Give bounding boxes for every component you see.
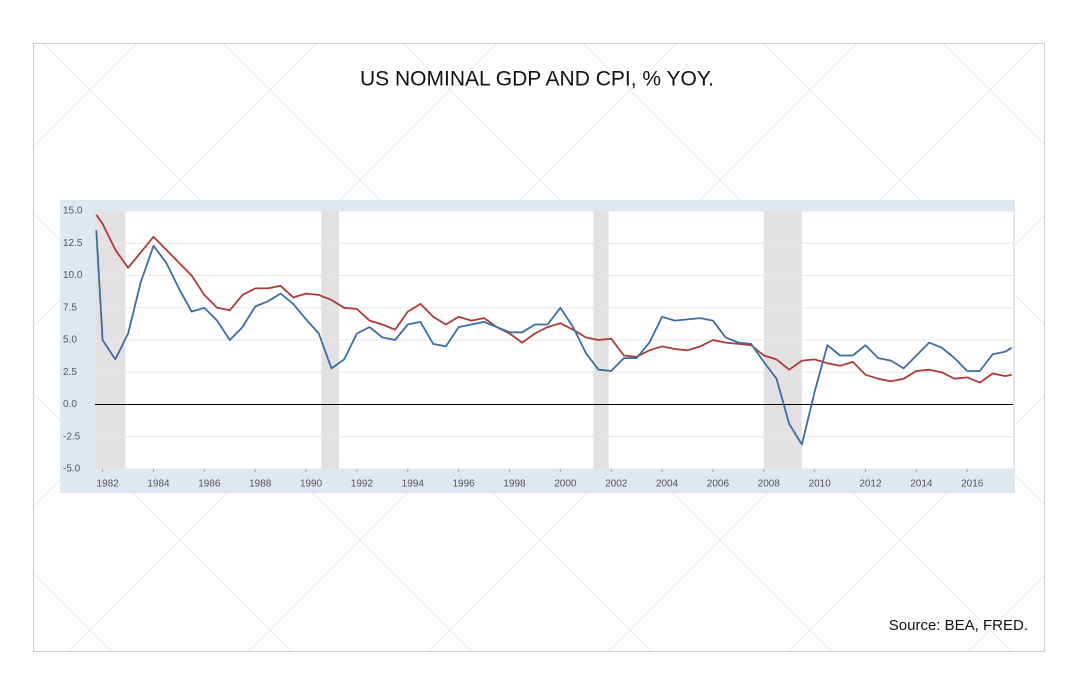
y-tick-label: 5.0: [63, 335, 77, 346]
x-tick-label: 1984: [147, 479, 170, 490]
x-tick-label: 2006: [707, 479, 730, 490]
y-tick-label: 7.5: [63, 302, 77, 313]
x-tick-label: 1996: [453, 479, 476, 490]
x-tick-label: 2002: [605, 479, 628, 490]
x-tick-label: 1998: [503, 479, 526, 490]
y-tick-label: 0.0: [63, 399, 77, 410]
x-tick-label: 1994: [402, 479, 425, 490]
y-tick-label: -2.5: [63, 431, 81, 442]
x-tick-label: 1982: [97, 479, 120, 490]
x-tick-label: 1988: [249, 479, 272, 490]
x-tick-label: 1986: [198, 479, 221, 490]
x-tick-label: 1990: [300, 479, 323, 490]
x-tick-label: 2012: [859, 479, 882, 490]
source-note: Source: BEA, FRED.: [889, 617, 1028, 634]
chart-title: US NOMINAL GDP AND CPI, % YOY.: [360, 68, 714, 91]
x-tick-label: 2016: [961, 479, 984, 490]
y-tick-label: -5.0: [63, 464, 81, 475]
x-tick-label: 2000: [554, 479, 577, 490]
x-tick-label: 2010: [809, 479, 832, 490]
x-tick-label: 2004: [656, 479, 679, 490]
data-line: [95, 214, 1012, 384]
plot-layer: [95, 211, 1013, 469]
x-tick-label: 2008: [758, 479, 781, 490]
y-tick-label: 15.0: [63, 206, 83, 217]
x-tick-label: 1992: [351, 479, 374, 490]
x-tick-label: 2014: [910, 479, 933, 490]
data-line: [95, 230, 1013, 446]
y-tick-label: 2.5: [63, 367, 77, 378]
y-tick-label: 10.0: [63, 270, 83, 281]
y-tick-label: 12.5: [63, 238, 83, 249]
